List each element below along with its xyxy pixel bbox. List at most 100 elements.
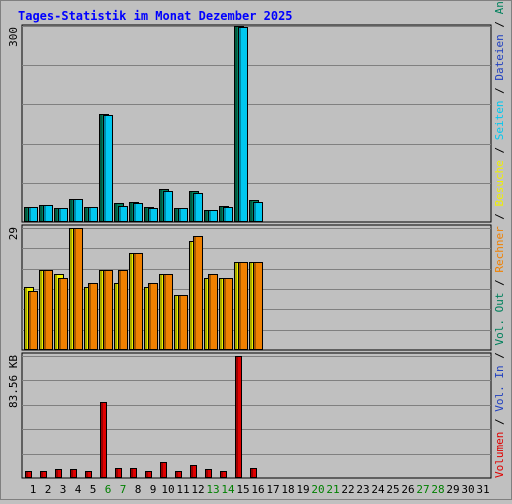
bar-dateien-day-1: [28, 207, 38, 222]
bar-shade: [89, 284, 91, 349]
x-tick-label-day-15: 15: [236, 483, 249, 496]
bar-shade: [100, 271, 102, 349]
besuche-panel-scale-label: 29: [7, 227, 20, 240]
bar-shade: [149, 209, 151, 221]
bar-rechner-day-14: [223, 278, 233, 350]
x-tick-label-day-25: 25: [386, 483, 399, 496]
bar-dateien-day-11: [178, 208, 188, 222]
bar-shade: [190, 192, 192, 221]
bar-shade: [25, 208, 27, 221]
bar-shade: [251, 469, 253, 477]
x-tick-label-day-5: 5: [90, 483, 97, 496]
bar-shade: [190, 242, 192, 349]
legend-separator: /: [493, 14, 506, 34]
x-tick-label-day-2: 2: [45, 483, 52, 496]
x-tick-label-day-12: 12: [191, 483, 204, 496]
bar-shade: [220, 207, 222, 221]
bar-volumen-day-3: [55, 469, 62, 478]
bar-dateien-day-12: [193, 193, 203, 222]
legend-besuche: Besuche: [493, 160, 506, 206]
bar-shade: [160, 275, 162, 349]
bar-shade: [224, 279, 226, 349]
bar-shade: [145, 208, 147, 221]
bar-rechner-day-13: [208, 274, 218, 350]
bar-rechner-day-4: [73, 228, 83, 350]
bar-dateien-day-10: [163, 191, 173, 222]
bar-shade: [55, 209, 57, 221]
bar-shade: [59, 209, 61, 221]
bar-rechner-day-9: [148, 283, 158, 350]
x-tick-label-day-30: 30: [461, 483, 474, 496]
bar-shade: [101, 403, 103, 477]
bar-rechner-day-12: [193, 236, 203, 350]
anfragen-panel-scale-label: 300: [7, 27, 20, 47]
bar-shade: [85, 288, 87, 349]
bar-volumen-day-11: [175, 471, 182, 478]
bar-dateien-day-4: [73, 199, 83, 222]
x-tick-label-day-28: 28: [431, 483, 444, 496]
bar-shade: [25, 288, 27, 349]
x-tick-label-day-19: 19: [296, 483, 309, 496]
bar-shade: [41, 472, 43, 477]
x-tick-label-day-20: 20: [311, 483, 324, 496]
volumen-panel: 83.56 KB: [7, 352, 492, 479]
bar-shade: [59, 279, 61, 349]
bar-shade: [176, 472, 178, 477]
legend-anfragen: Anfragen: [493, 0, 506, 14]
bar-rechner-day-11: [178, 295, 188, 350]
bar-shade: [161, 463, 163, 477]
bar-shade: [160, 190, 162, 221]
bar-shade: [70, 200, 72, 221]
right-legend: Volumen / Vol. In / Vol. Out / Rechner /…: [493, 0, 506, 478]
bar-dateien-day-7: [118, 206, 128, 222]
bar-shade: [164, 275, 166, 349]
bar-dateien-day-2: [43, 205, 53, 222]
bar-shade: [250, 263, 252, 349]
x-tick-label-day-7: 7: [120, 483, 127, 496]
x-tick-label-day-29: 29: [446, 483, 459, 496]
legend-rechner: Rechner: [493, 226, 506, 273]
bar-rechner-day-3: [58, 278, 68, 350]
bar-volumen-day-13: [205, 469, 212, 478]
bar-rechner-day-5: [88, 283, 98, 350]
anfragen-panel-frame: [21, 24, 492, 223]
bar-shade: [115, 204, 117, 221]
bar-shade: [55, 275, 57, 349]
bar-shade: [116, 469, 118, 477]
legend-vol-in: Vol. In: [493, 365, 506, 411]
legend-separator: /: [493, 412, 506, 432]
legend-dateien: Dateien: [493, 34, 506, 80]
bar-volumen-day-12: [190, 465, 197, 478]
bar-shade: [74, 200, 76, 221]
bar-shade: [130, 254, 132, 349]
bar-volumen-day-16: [250, 468, 257, 478]
bar-dateien-day-5: [88, 207, 98, 222]
bar-volumen-day-4: [70, 469, 77, 478]
x-tick-label-day-18: 18: [281, 483, 294, 496]
bar-shade: [104, 116, 106, 221]
bar-shade: [254, 203, 256, 221]
bar-shade: [70, 229, 72, 349]
bar-rechner-day-16: [253, 262, 263, 350]
besuche-panel: 29: [7, 224, 492, 351]
bar-shade: [209, 275, 211, 349]
bar-shade: [134, 254, 136, 349]
bar-shade: [194, 194, 196, 221]
bar-shade: [250, 201, 252, 221]
legend-seiten: Seiten: [493, 100, 506, 140]
bar-shade: [146, 472, 148, 477]
bar-dateien-day-16: [253, 202, 263, 222]
bar-rechner-day-7: [118, 270, 128, 350]
x-tick-label-day-27: 27: [416, 483, 429, 496]
bar-rechner-day-6: [103, 270, 113, 350]
bar-shade: [85, 208, 87, 221]
bar-shade: [56, 470, 58, 477]
panels-group: 300 29 83.56 KB: [7, 24, 492, 479]
x-tick-label-day-1: 1: [30, 483, 37, 496]
chart-title: Tages-Statistik im Monat Dezember 2025: [18, 9, 293, 23]
bar-rechner-day-10: [163, 274, 173, 350]
anfragen-panel: 300: [7, 24, 492, 223]
legend-separator: /: [493, 81, 506, 101]
bar-shade: [221, 472, 223, 477]
